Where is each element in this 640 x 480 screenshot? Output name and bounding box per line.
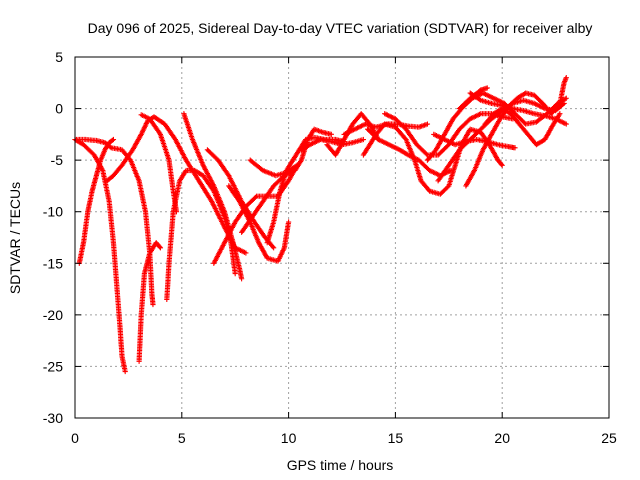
x-tick-label: 10 — [281, 430, 297, 446]
y-axis-label: SDTVAR / TECUs — [7, 182, 23, 294]
y-tick-label: -15 — [43, 255, 63, 271]
x-tick-label: 15 — [388, 430, 404, 446]
axis-ticks: 0 5 10 15 20 25 -30 -25 -20 -15 -10 -5 0 5 — [43, 49, 617, 446]
series-track-10 — [226, 183, 292, 264]
series-markers — [467, 90, 569, 127]
series-markers — [482, 106, 563, 148]
series-markers — [360, 121, 505, 197]
x-axis-label: GPS time / hours — [287, 457, 394, 473]
y-tick-label: -5 — [51, 152, 64, 168]
series-track-11 — [136, 240, 164, 364]
y-tick-label: -20 — [43, 307, 63, 323]
x-tick-label: 0 — [71, 430, 79, 446]
y-tick-label: 0 — [55, 101, 63, 117]
series-track-19 — [360, 121, 505, 197]
series-track-26 — [482, 106, 563, 148]
y-tick-label: -25 — [43, 358, 63, 374]
y-tick-label: 5 — [55, 49, 63, 65]
data-series — [72, 75, 569, 375]
y-tick-label: -10 — [43, 204, 63, 220]
series-markers — [226, 183, 292, 264]
series-markers — [181, 111, 245, 282]
series-markers — [136, 240, 164, 364]
series-track-27 — [467, 90, 569, 127]
x-tick-label: 5 — [178, 430, 186, 446]
plot-frame — [74, 56, 610, 419]
x-tick-label: 25 — [601, 430, 617, 446]
chart-title: Day 096 of 2025, Sidereal Day-to-day VTE… — [88, 20, 593, 36]
x-tick-label: 20 — [494, 430, 510, 446]
series-track-07 — [181, 111, 245, 282]
y-tick-label: -30 — [43, 410, 63, 426]
